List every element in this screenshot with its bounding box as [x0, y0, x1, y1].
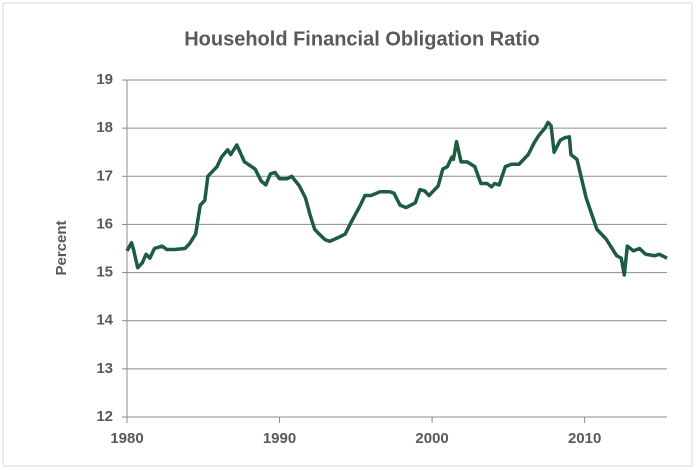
y-axis-label: Percent — [53, 220, 70, 275]
x-tick-label: 2010 — [568, 430, 601, 447]
data-line — [125, 120, 668, 277]
y-tick-label: 12 — [96, 408, 113, 425]
x-tick-label: 2000 — [415, 430, 448, 447]
x-tick-label: 1990 — [263, 430, 296, 447]
x-tick-label: 1980 — [110, 430, 143, 447]
y-tick-label: 16 — [96, 215, 113, 232]
y-tick-label: 19 — [96, 71, 113, 88]
y-tick-label: 15 — [96, 264, 113, 281]
y-tick-label: 18 — [96, 119, 113, 136]
y-tick-label: 13 — [96, 360, 113, 377]
chart-title: Household Financial Obligation Ratio — [184, 28, 540, 50]
y-tick-label: 14 — [96, 312, 113, 329]
y-tick-label: 17 — [96, 167, 113, 184]
